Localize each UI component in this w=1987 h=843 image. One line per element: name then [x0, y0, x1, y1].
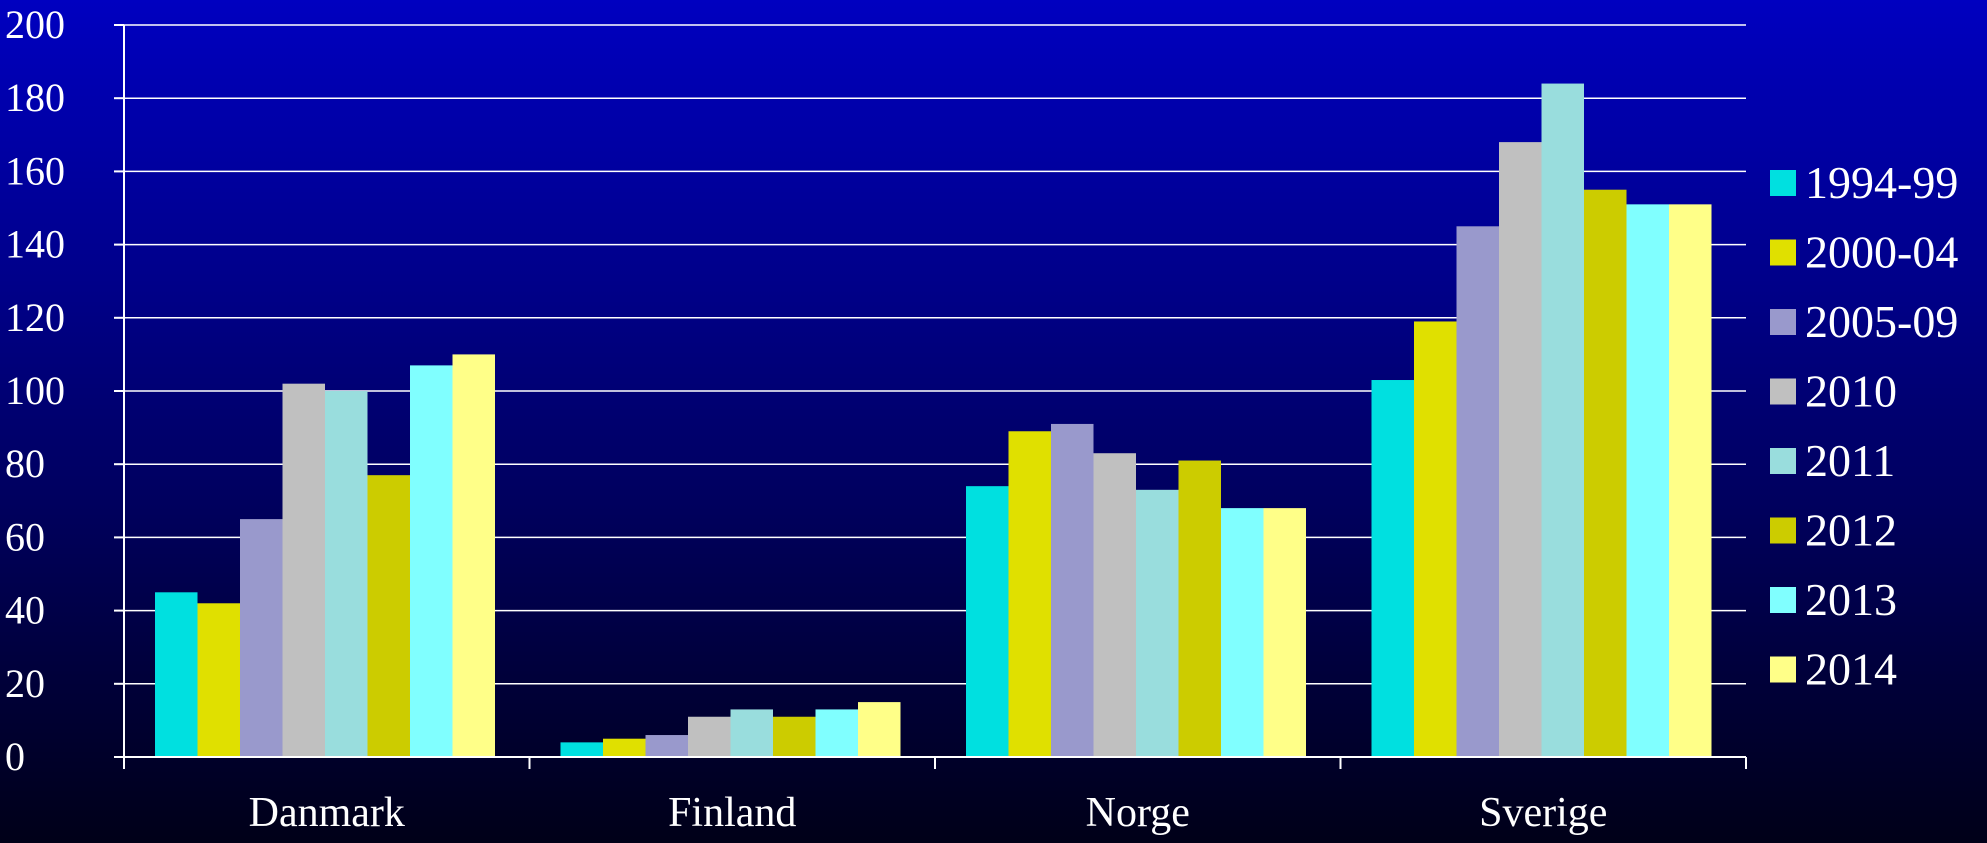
- y-tick-label: 160: [5, 148, 65, 193]
- legend-swatch: [1770, 239, 1796, 266]
- bar-sverige-2010: [1499, 142, 1542, 757]
- legend-label: 2011: [1805, 435, 1895, 486]
- y-tick-label: 120: [5, 295, 65, 340]
- x-tick-label: Finland: [668, 790, 796, 836]
- legend: 1994-99 2000-04 2005-09 2010 2011 2012 2013 201…: [1770, 157, 1958, 695]
- bar-danmark-2005-09: [240, 519, 283, 757]
- y-tick-label: 100: [5, 368, 65, 413]
- bar-sverige-1994-99: [1371, 380, 1414, 757]
- bar-sverige-2000-04: [1414, 321, 1457, 757]
- legend-label: 1994-99: [1805, 157, 1958, 208]
- x-tick-label: Danmark: [249, 790, 405, 836]
- bar-norge-2012: [1178, 460, 1221, 757]
- legend-swatch: [1770, 587, 1796, 613]
- bar-finland-2012: [773, 716, 816, 757]
- legend-label: 2010: [1805, 366, 1897, 417]
- bar-danmark-2010: [282, 383, 325, 757]
- legend-swatch: [1770, 517, 1796, 544]
- legend-label: 2005-09: [1805, 296, 1958, 347]
- y-tick-label: 20: [5, 661, 45, 706]
- bar-sverige-2011: [1541, 83, 1584, 757]
- bar-danmark-1994-99: [155, 592, 198, 757]
- legend-label: 2013: [1805, 574, 1897, 625]
- y-tick-label: 200: [5, 2, 65, 47]
- x-tick-label: Norge: [1086, 790, 1190, 836]
- legend-swatch: [1770, 448, 1796, 474]
- y-tick-label: 0: [5, 734, 25, 779]
- legend-label: 2012: [1805, 505, 1897, 556]
- bar-danmark-2011: [325, 391, 368, 757]
- legend-swatch: [1770, 309, 1796, 335]
- y-tick-label: 60: [5, 514, 45, 559]
- legend-label: 2014: [1805, 644, 1897, 695]
- bar-finland-2000-04: [603, 738, 646, 757]
- bars: [155, 83, 1712, 758]
- bar-norge-2005-09: [1051, 423, 1094, 757]
- x-tick-labels: Danmark Finland Norge Sverige: [123, 757, 1747, 836]
- bar-finland-2011: [730, 709, 773, 757]
- bar-norge-2010: [1093, 453, 1136, 757]
- bar-danmark-2000-04: [197, 603, 240, 757]
- bar-sverige-2013: [1626, 204, 1669, 758]
- bar-norge-2014: [1263, 508, 1306, 757]
- bar-norge-2013: [1221, 508, 1264, 757]
- x-tick-label: Sverige: [1479, 790, 1607, 836]
- y-tick-label: 180: [5, 75, 65, 120]
- bar-finland-2005-09: [645, 735, 688, 757]
- bar-finland-2014: [858, 702, 901, 757]
- bar-sverige-2012: [1584, 189, 1627, 757]
- legend-swatch: [1770, 656, 1796, 683]
- bar-danmark-2013: [410, 365, 453, 757]
- legend-swatch: [1770, 378, 1796, 405]
- y-tick-label: 140: [5, 222, 65, 267]
- bar-norge-1994-99: [966, 486, 1009, 757]
- bar-norge-2000-04: [1008, 431, 1051, 757]
- y-tick-labels: 0 20 40 60 80 100 120 140 160 180 200: [5, 2, 65, 779]
- bar-sverige-2014: [1669, 204, 1712, 758]
- bar-norge-2011: [1136, 489, 1179, 757]
- bar-danmark-2014: [452, 354, 495, 757]
- bar-sverige-2005-09: [1456, 226, 1499, 758]
- bar-finland-2013: [815, 709, 858, 757]
- bar-finland-1994-99: [560, 742, 603, 757]
- y-tick-label: 80: [5, 441, 45, 486]
- legend-label: 2000-04: [1805, 227, 1958, 278]
- bar-finland-2010: [688, 716, 731, 757]
- y-tick-label: 40: [5, 588, 45, 633]
- bar-danmark-2012: [367, 475, 410, 757]
- legend-swatch: [1770, 170, 1796, 196]
